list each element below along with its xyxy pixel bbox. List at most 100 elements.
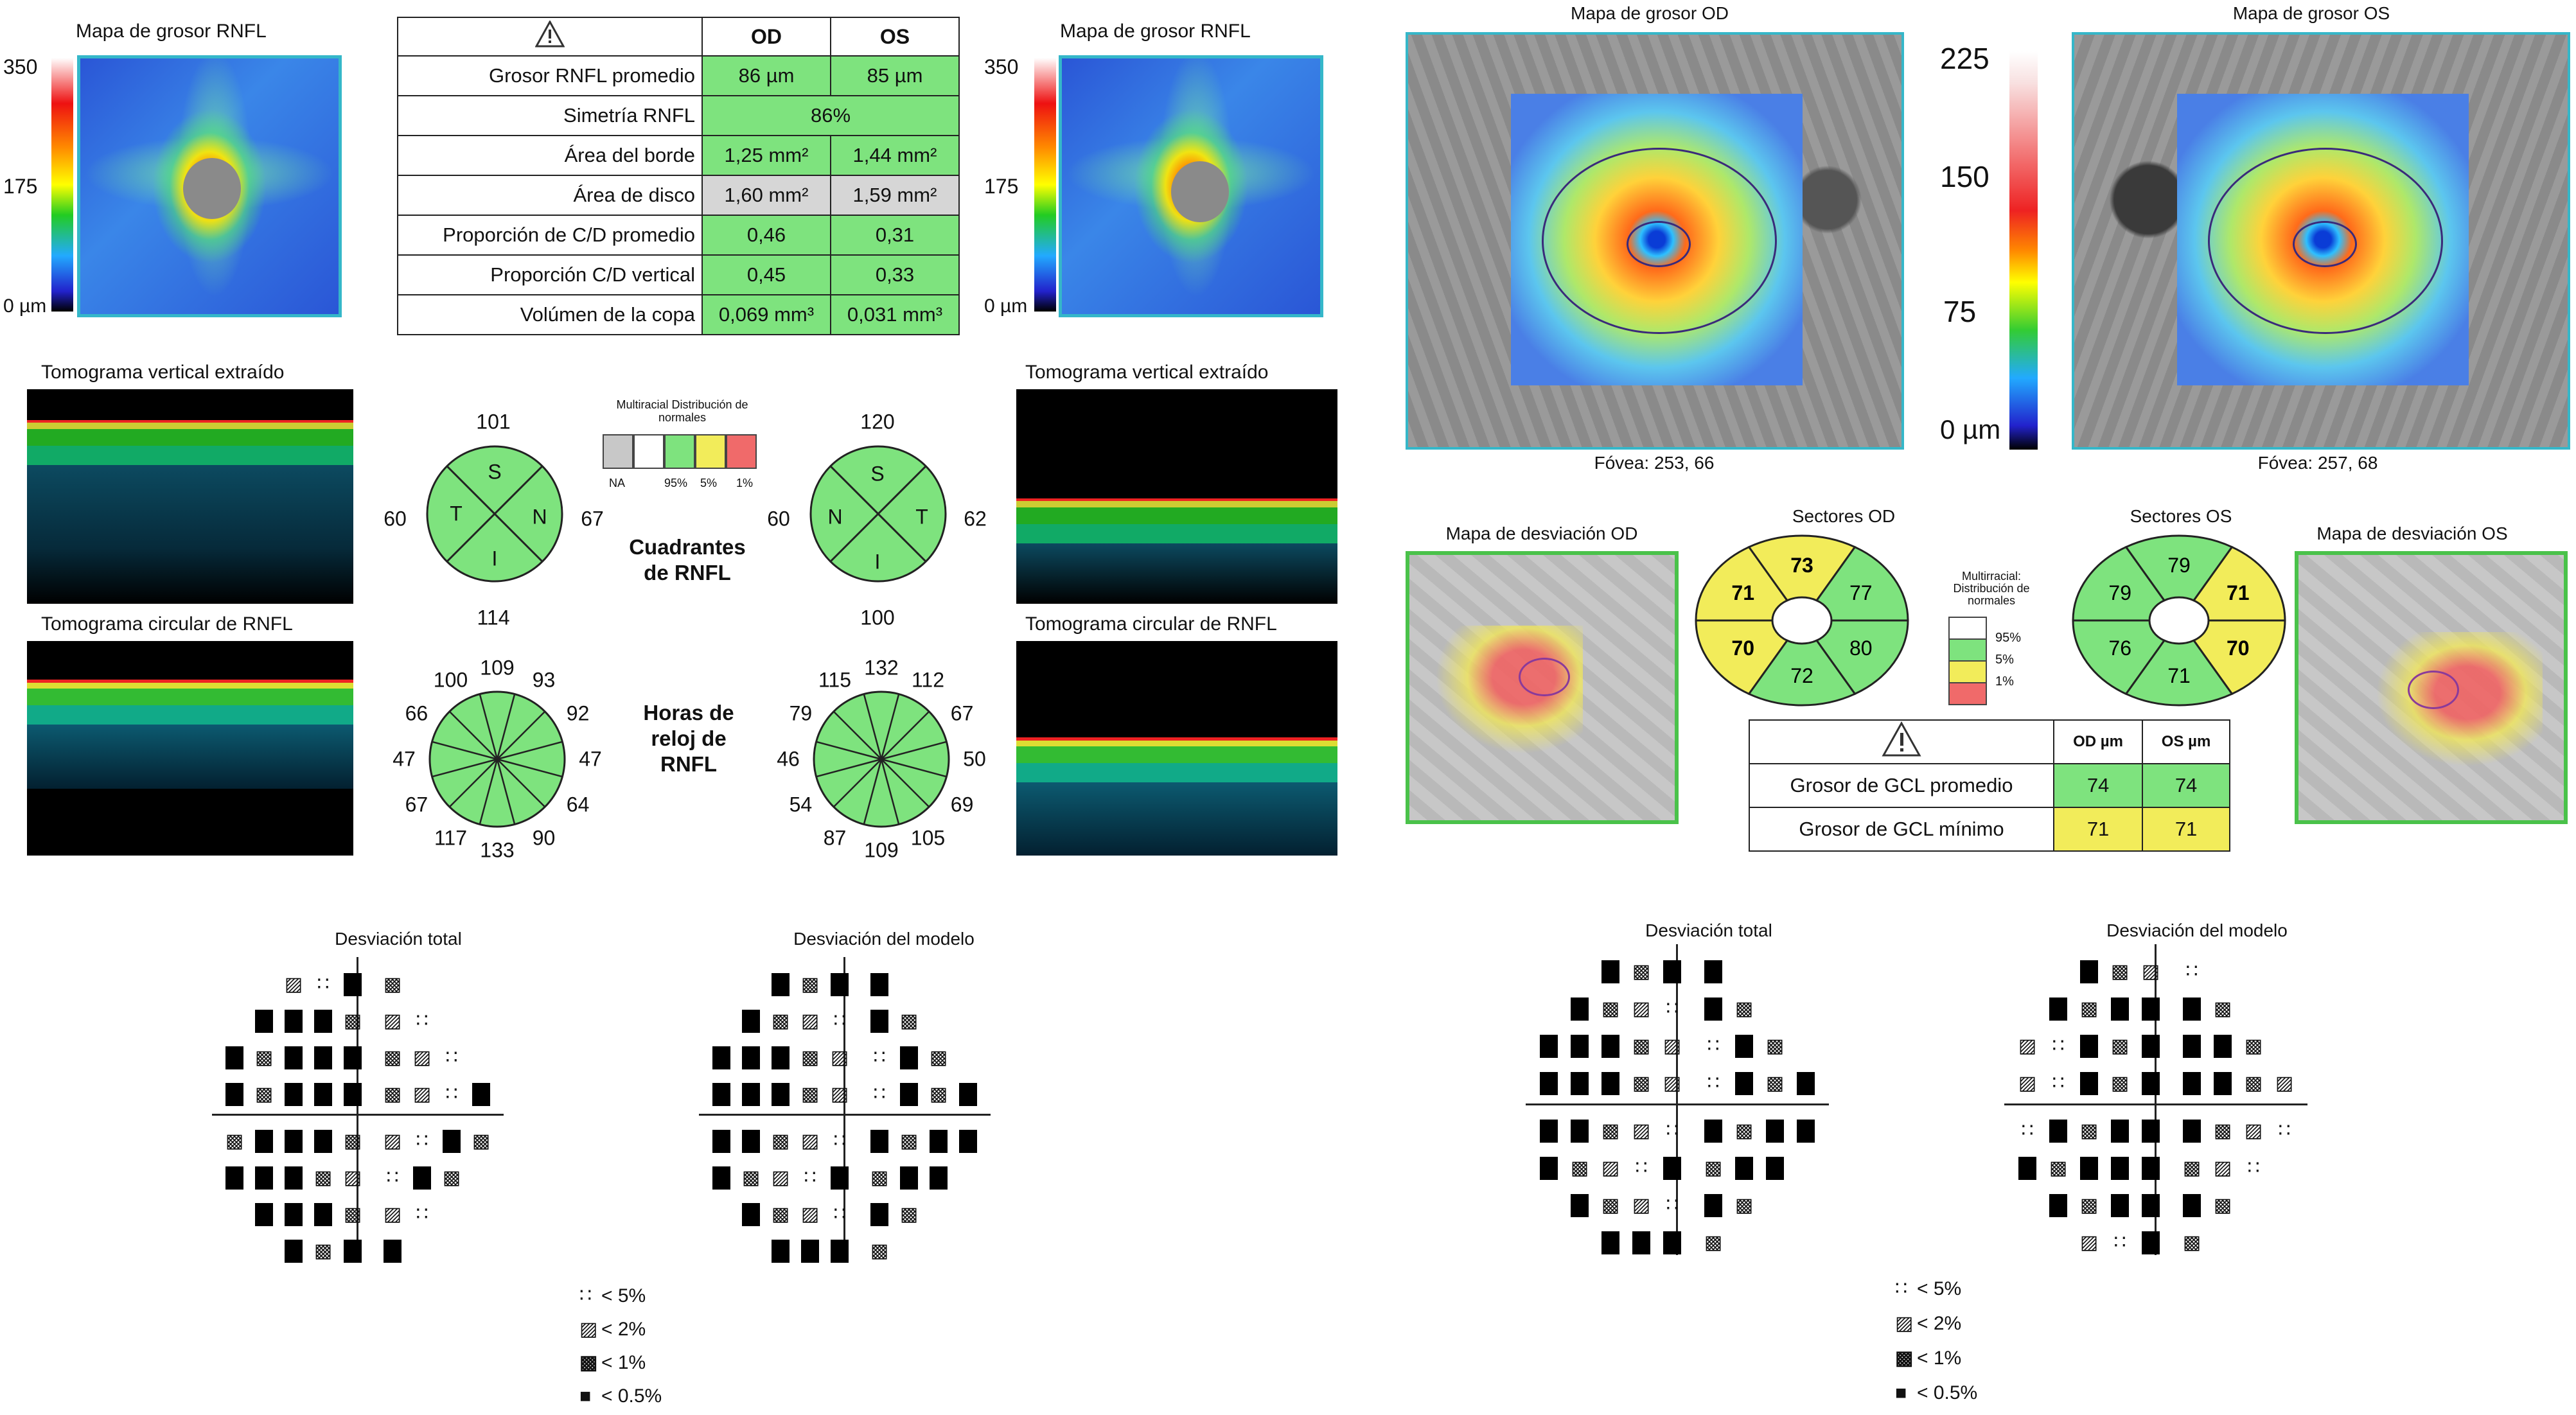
os-value: 85 µm <box>830 55 960 96</box>
clock-spoke <box>816 741 882 760</box>
black-square-icon <box>712 1082 730 1106</box>
black-square-icon <box>285 1166 303 1190</box>
clock-spoke <box>881 741 947 760</box>
black-square-icon <box>1601 1035 1619 1058</box>
black-square-icon <box>2142 1231 2160 1254</box>
dark-hatch-icon: ▩ <box>2213 1195 2232 1216</box>
dots-icon: ∷ <box>445 1083 458 1105</box>
black-square-icon <box>2183 998 2201 1021</box>
dots-icon: ∷ <box>873 1083 886 1105</box>
clock-spoke <box>497 710 546 760</box>
row-label: Área del borde <box>397 135 703 176</box>
dark-hatch-icon: ▩ <box>1601 1195 1620 1216</box>
gcl-sector <box>1747 639 1857 707</box>
clock-spoke <box>881 710 930 760</box>
dark-hatch-icon: ▩ <box>800 1083 820 1105</box>
od-value: 1,60 mm² <box>701 175 831 216</box>
od-quadrant-bottom: 114 <box>477 606 510 629</box>
legend-2: < 2% <box>601 1319 646 1340</box>
os-value: 0,33 <box>830 254 960 295</box>
od-rnfl-map-title: Mapa de grosor RNFL <box>76 21 267 42</box>
gcl-legend-title: Multirracial: Distribución de normales <box>1953 570 2030 607</box>
dark-hatch-icon: ▩ <box>2079 998 2099 1019</box>
dark-hatch-icon: ▩ <box>800 973 820 995</box>
black-square-icon <box>2142 1072 2160 1095</box>
black-square-icon <box>225 1166 243 1190</box>
dark-hatch-icon: ▩ <box>1601 998 1620 1019</box>
dark-hatch-icon: ▩ <box>1734 1120 1754 1141</box>
light-hatch-icon: ▨ <box>1601 1157 1620 1179</box>
od-value: 86 µm <box>701 55 831 96</box>
dark-hatch-icon: ▩ <box>1632 1035 1651 1057</box>
black-square-icon <box>801 1239 819 1263</box>
light-hatch-icon: ▨ <box>579 1319 598 1340</box>
od-quadrant-top: 101 <box>476 410 511 434</box>
dark-hatch-icon: ▩ <box>1704 1157 1723 1179</box>
gcl-sector <box>1815 619 1909 696</box>
black-square-icon <box>2183 1120 2201 1143</box>
gcl-os-header: OS µm <box>2142 719 2230 764</box>
od-vertical-tomogram-title: Tomograma vertical extraído <box>41 362 285 383</box>
black-square-icon <box>1540 1035 1558 1058</box>
black-square-icon <box>2080 1072 2098 1095</box>
dark-hatch-icon: ▩ <box>1632 961 1651 982</box>
gcl-ellipse <box>1542 148 1777 334</box>
os-vertical-tomogram-title: Tomograma vertical extraído <box>1025 362 1269 383</box>
black-square-icon <box>2111 1120 2129 1143</box>
legend-5: < 5% <box>601 1285 646 1306</box>
light-hatch-icon: ▨ <box>1663 1073 1682 1094</box>
clock-hour-value: 47 <box>579 747 602 771</box>
scale-max-label: 350 <box>3 55 38 78</box>
right-pattern-deviation-title: Desviación del modelo <box>2106 920 2288 940</box>
dark-hatch-icon: ▩ <box>343 1130 362 1152</box>
black-square-icon <box>285 1046 303 1069</box>
light-hatch-icon: ▨ <box>412 1046 432 1068</box>
dark-hatch-icon: ▩ <box>1601 1120 1620 1141</box>
light-hatch-icon: ▨ <box>800 1203 820 1225</box>
dark-hatch-icon: ▩ <box>800 1046 820 1068</box>
od-value: 0,45 <box>701 254 831 295</box>
light-hatch-icon: ▨ <box>2244 1120 2263 1141</box>
legend-5: 5% <box>700 477 718 489</box>
dark-hatch-icon: ▩ <box>579 1352 598 1373</box>
black-square-icon <box>1766 1120 1784 1143</box>
black-square-icon <box>314 1046 332 1069</box>
black-square-icon <box>772 1239 790 1263</box>
os-value: 1,44 mm² <box>830 135 960 176</box>
gcl-legend-95: 95% <box>1995 631 2022 645</box>
dots-icon: ∷ <box>1666 1120 1679 1141</box>
dark-hatch-icon: ▩ <box>2182 1232 2201 1253</box>
clock-spoke <box>496 694 516 760</box>
black-square-icon <box>384 1239 401 1263</box>
clock-spoke <box>816 758 882 778</box>
clock-hour-value: 115 <box>818 668 852 692</box>
light-hatch-icon: ▨ <box>830 1083 849 1105</box>
od-sectors-chart: 73 77 80 72 70 71 <box>1695 534 1909 707</box>
dark-hatch-icon: ▩ <box>870 1166 889 1188</box>
dark-hatch-icon: ▩ <box>771 1203 790 1225</box>
vf-horizontal-axis <box>1526 1103 1829 1105</box>
dark-hatch-icon: ▩ <box>870 1240 889 1261</box>
os-value: 74 <box>2142 763 2230 808</box>
vf-horizontal-axis <box>212 1114 504 1116</box>
scale-max-label: 350 <box>984 55 1019 78</box>
black-square-icon <box>1540 1072 1558 1095</box>
dark-hatch-icon: ▩ <box>472 1130 491 1152</box>
os-value: 1,59 mm² <box>830 175 960 216</box>
gcl-os-fundus <box>2072 32 2570 450</box>
gcl-sector <box>1695 619 1789 696</box>
black-square-icon: ■ <box>579 1385 592 1407</box>
black-square-icon <box>1704 1120 1722 1143</box>
black-square-icon <box>2183 1035 2201 1058</box>
vf-vertical-axis <box>1676 944 1678 1255</box>
row-label: Proporción de C/D promedio <box>397 215 703 256</box>
light-hatch-icon: ▨ <box>1632 998 1651 1019</box>
dark-hatch-icon: ▩ <box>2079 1195 2099 1216</box>
black-square-icon <box>255 1129 273 1153</box>
black-square-icon <box>1601 960 1619 983</box>
dark-hatch-icon: ▩ <box>899 1130 919 1152</box>
black-square-icon <box>2142 1120 2160 1143</box>
dots-icon: ∷ <box>1707 1073 1720 1094</box>
clock-hour-value: 87 <box>823 826 847 850</box>
dark-hatch-icon: ▩ <box>1895 1348 1914 1369</box>
